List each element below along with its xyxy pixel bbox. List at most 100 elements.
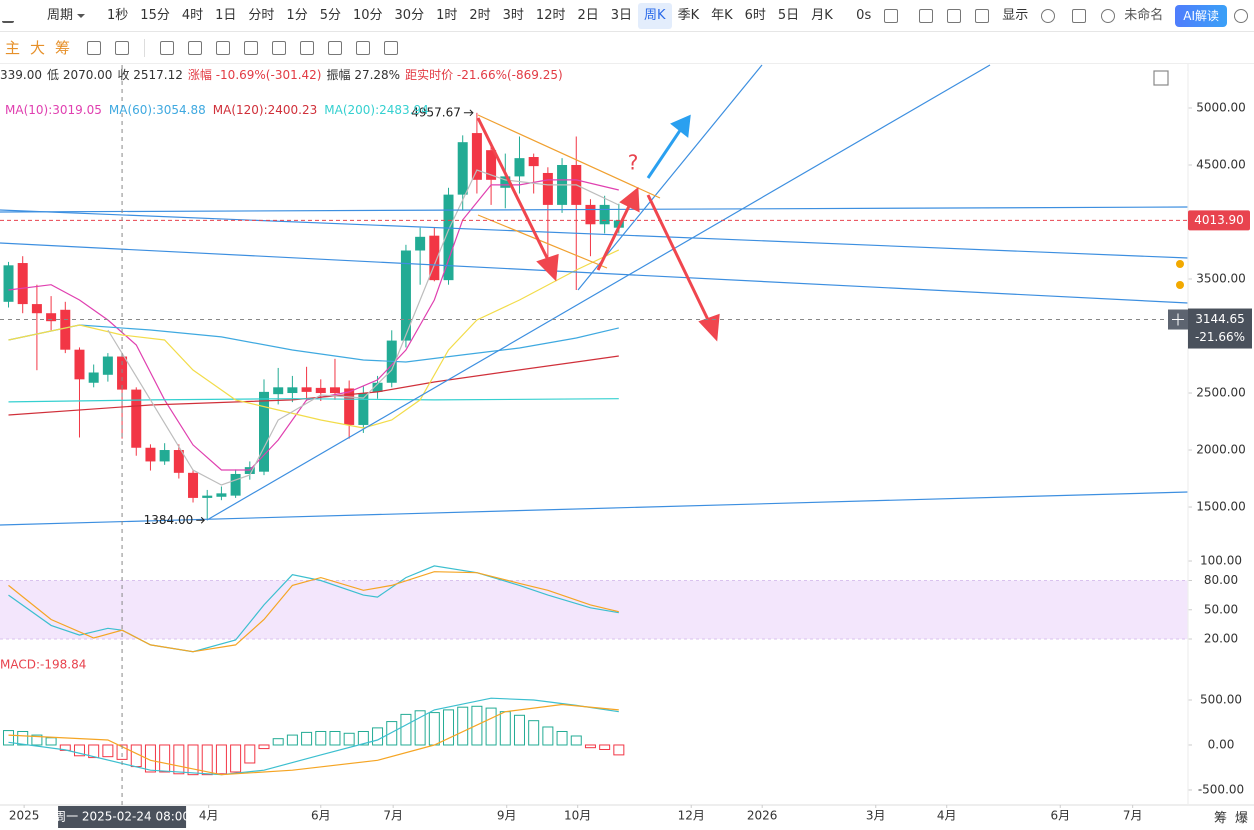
macd-label: MACD:-198.84	[0, 658, 86, 672]
high-arrow	[463, 109, 474, 117]
tool-icon[interactable]	[384, 40, 399, 55]
y-tick-label: 20.00	[1204, 632, 1238, 646]
event-icon[interactable]	[1176, 260, 1184, 268]
indicator-button[interactable]: 大	[30, 39, 46, 57]
tool-icon[interactable]	[328, 40, 343, 55]
macd-bar	[258, 744, 270, 750]
layout-name[interactable]: 未命名	[1124, 7, 1164, 23]
macd-bar	[272, 738, 284, 746]
x-tick-label: 7月	[383, 809, 403, 823]
interval-button[interactable]: 5日	[777, 7, 800, 23]
tool-icon[interactable]	[216, 40, 231, 55]
interval-button[interactable]: 2时	[469, 7, 491, 23]
trend-line	[0, 206, 1189, 213]
fullscreen-icon[interactable]	[1072, 8, 1087, 23]
trend-line	[0, 491, 1189, 526]
interval-button[interactable]: 10分	[352, 7, 383, 23]
edit-icon[interactable]	[919, 8, 934, 23]
indicator-line	[8, 565, 619, 653]
indicator-line	[8, 324, 619, 363]
tool-icon[interactable]	[160, 40, 175, 55]
interval-button[interactable]: 周K	[638, 2, 672, 29]
info-item: 涨幅 -10.69%(-301.42)	[187, 68, 322, 82]
camera-icon[interactable]	[884, 8, 899, 23]
interval-button[interactable]: 1日	[215, 7, 237, 23]
tool-icon[interactable]	[244, 40, 259, 55]
settings-icon[interactable]	[1041, 8, 1056, 23]
footer-button[interactable]: 爆	[1234, 811, 1248, 826]
crosshair-price-box	[1188, 308, 1252, 349]
interval-button[interactable]: 2日	[577, 7, 599, 23]
x-tick-label: 4月	[937, 809, 957, 823]
arrows	[646, 114, 691, 179]
candle-body	[400, 250, 411, 341]
interval-button[interactable]: 3时	[502, 7, 524, 23]
interval-button[interactable]: 15分	[140, 7, 170, 23]
candle-body	[159, 450, 170, 462]
high-label: 4957.67	[411, 105, 461, 119]
annotation: ?	[628, 151, 639, 175]
tool-icon[interactable]	[115, 40, 130, 55]
crosshair-price: 3144.65	[1195, 312, 1245, 326]
legend: MA(10):3019.05 MA(60):3054.88 MA(120):2400…	[5, 103, 436, 117]
popout-icon[interactable]	[947, 8, 962, 23]
arrow	[476, 117, 553, 267]
interval-button[interactable]: 1秒	[107, 7, 129, 23]
interval-button[interactable]: 6时	[744, 7, 766, 23]
macd-bar	[329, 730, 341, 746]
info-bar: 339.00 低 2070.00 收 2517.12 涨幅 -10.69%(-301.…	[0, 66, 568, 83]
interval-button[interactable]: 12时	[535, 7, 566, 23]
period-menu[interactable]: 周期	[47, 7, 74, 23]
tool-icon[interactable]	[300, 40, 315, 55]
macd-bar	[315, 730, 327, 746]
info-item: 339.00	[0, 68, 42, 82]
interval-button[interactable]: 月K	[811, 7, 833, 23]
ai-button[interactable]: AI解读	[1175, 4, 1227, 27]
macd-bar	[556, 730, 568, 746]
last-price-label: 4013.90	[1194, 213, 1244, 227]
candle-body	[202, 495, 213, 498]
interval-button[interactable]: 5分	[319, 7, 341, 23]
interval-button[interactable]: 3日	[610, 7, 633, 23]
candle-body	[117, 356, 128, 390]
indicator-button[interactable]: 主	[5, 39, 21, 57]
tool-icon[interactable]	[272, 40, 287, 55]
footer-buttons: 筹爆	[1206, 807, 1248, 826]
undo-icon[interactable]	[975, 8, 990, 23]
interval-button[interactable]: 30分	[394, 7, 425, 23]
indicator-button[interactable]: 筹	[55, 39, 71, 57]
x-tick-label: 6月	[311, 809, 331, 823]
macd-bar	[244, 744, 256, 764]
event-icon[interactable]	[1176, 281, 1184, 289]
macd-bar	[599, 744, 611, 750]
footer-button[interactable]: 筹	[1213, 811, 1227, 826]
symbol-icon[interactable]	[2, 9, 14, 23]
candle-body	[173, 450, 184, 473]
channel-line	[477, 114, 661, 199]
arrows	[476, 117, 720, 342]
candle-body	[88, 372, 99, 383]
y-tick-label: 100.00	[1200, 554, 1242, 568]
share-icon[interactable]	[1234, 8, 1248, 23]
indicator-line	[8, 697, 619, 776]
interval-button[interactable]: 季K	[677, 7, 700, 23]
macd-bar	[457, 706, 469, 746]
timer[interactable]: 0s	[856, 7, 872, 23]
fullscreen-icon[interactable]	[1153, 70, 1169, 86]
macd-bar	[173, 744, 185, 775]
tool-icon[interactable]	[188, 40, 203, 55]
indicator-line	[8, 249, 620, 429]
interval-button[interactable]: 年K	[711, 7, 733, 23]
tool-icon[interactable]	[356, 40, 371, 55]
candle-body	[102, 356, 113, 375]
interval-button[interactable]: 分时	[248, 7, 275, 23]
interval-button[interactable]: 1分	[286, 7, 308, 23]
interval-button[interactable]: 1时	[436, 7, 458, 23]
tool-icon[interactable]	[87, 40, 102, 55]
interval-button[interactable]: 4时	[181, 7, 204, 23]
macd-bar	[542, 726, 554, 746]
macd-bar	[230, 744, 242, 773]
display-button[interactable]: 显示	[1002, 7, 1029, 23]
cloud-icon[interactable]	[1101, 8, 1116, 23]
